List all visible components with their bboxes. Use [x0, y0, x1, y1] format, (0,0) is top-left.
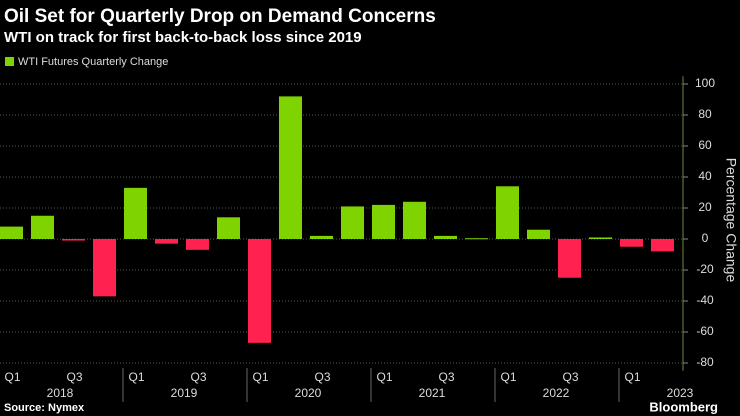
bar — [62, 239, 85, 241]
year-label: 2020 — [295, 386, 322, 400]
y-tick-label: 40 — [698, 169, 712, 183]
x-tick-label: Q1 — [128, 370, 144, 384]
x-tick-label: Q3 — [562, 370, 578, 384]
bar — [124, 187, 147, 239]
year-label: 2021 — [419, 386, 446, 400]
chart-title: Oil Set for Quarterly Drop on Demand Con… — [4, 6, 436, 27]
x-tick-label: Q3 — [438, 370, 454, 384]
x-tick-label: Q3 — [66, 370, 82, 384]
y-tick-label: -80 — [696, 355, 714, 369]
legend-swatch — [5, 57, 14, 66]
year-label: 2018 — [47, 386, 74, 400]
x-tick-label: Q3 — [314, 370, 330, 384]
bar — [217, 217, 240, 239]
bar — [279, 96, 302, 240]
y-tick-label: 0 — [702, 231, 709, 245]
y-tick-label: -20 — [696, 262, 714, 276]
bar — [465, 238, 488, 240]
y-axis-title: Percentage Change — [723, 158, 739, 283]
bar — [589, 237, 612, 239]
y-tick-label: 60 — [698, 138, 712, 152]
y-tick-label: -40 — [696, 293, 714, 307]
y-tick-label: -60 — [696, 324, 714, 338]
bar — [372, 204, 395, 239]
year-label: 2019 — [171, 386, 198, 400]
chart-subtitle: WTI on track for first back-to-back loss… — [4, 29, 362, 46]
y-tick-label: 80 — [698, 107, 712, 121]
bar — [93, 239, 116, 297]
x-tick-label: Q1 — [624, 370, 640, 384]
bar — [0, 226, 23, 239]
x-tick-label: Q3 — [190, 370, 206, 384]
bar — [248, 239, 271, 343]
x-tick-label: Q1 — [376, 370, 392, 384]
bar — [341, 206, 364, 239]
x-tick-label: Q1 — [500, 370, 516, 384]
bar — [310, 235, 333, 239]
bar — [496, 186, 519, 239]
bar — [155, 239, 178, 244]
bar — [403, 201, 426, 239]
brand: Bloomberg — [649, 399, 718, 414]
x-tick-label: Q1 — [252, 370, 268, 384]
y-tick-label: 100 — [695, 76, 715, 90]
year-label: 2023 — [667, 386, 694, 400]
x-tick-label: Q1 — [4, 370, 20, 384]
bar — [31, 215, 54, 239]
bar — [186, 239, 209, 250]
bar — [434, 235, 457, 239]
y-tick-label: 20 — [698, 200, 712, 214]
legend-label: WTI Futures Quarterly Change — [18, 56, 168, 68]
bar — [558, 239, 581, 278]
bar — [620, 239, 643, 247]
year-label: 2022 — [543, 386, 570, 400]
source: Source: Nymex — [4, 402, 85, 414]
bar — [651, 239, 674, 252]
bar — [527, 229, 550, 239]
